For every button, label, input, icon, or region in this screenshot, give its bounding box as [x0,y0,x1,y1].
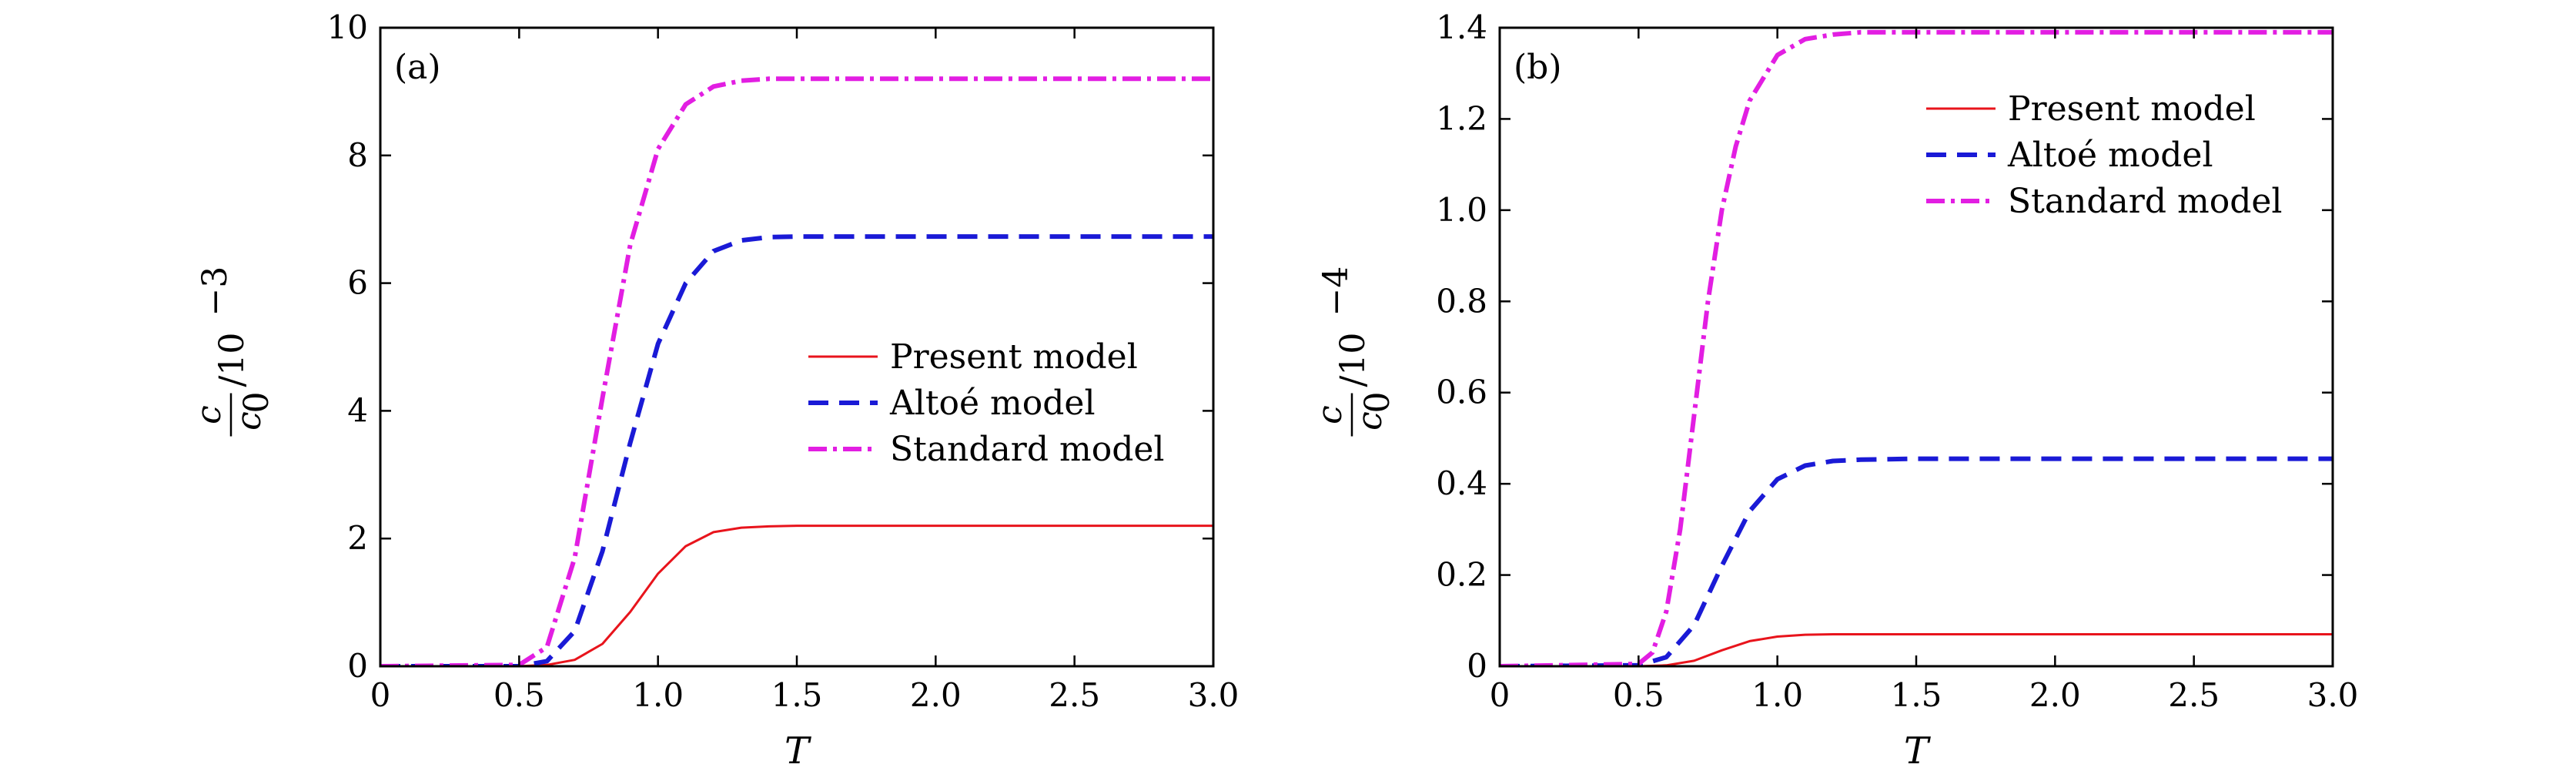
panel-label: (b) [1514,48,1562,87]
x-tick-label: 1.5 [1891,676,1942,714]
x-tick-label: 2.5 [2168,676,2220,714]
series-line-alto-model [380,234,1213,666]
y-tick-label: 0 [1467,647,1487,685]
x-axis-title: T [785,729,811,773]
y-axis-title-scale: /10 [212,333,252,387]
y-axis-title-numerator: c [189,405,229,424]
y-axis-title-exponent: −3 [196,266,235,317]
y-tick-label: 10 [327,8,368,46]
y-axis-title-denominator-subscript: 0 [237,392,276,414]
y-tick-label: 0.4 [1436,464,1487,502]
x-tick-label: 2.0 [910,676,962,714]
x-tick-label: 0 [1490,676,1510,714]
x-tick-label: 0.5 [493,676,545,714]
x-tick-label: 3.0 [2307,676,2359,714]
y-axis-title-exponent: −4 [1316,266,1356,317]
legend-entry-label: Standard model [2008,182,2282,221]
legend-entry-label: Standard model [890,430,1164,469]
y-axis-title-denominator-subscript: 0 [1358,392,1397,414]
x-tick-label: 1.5 [771,676,823,714]
y-tick-label: 8 [347,136,368,174]
y-axis-title: c c0/10 −4 [1310,266,1397,437]
y-axis-title-denominator: c [229,411,269,431]
legend-entry-label: Present model [2008,89,2256,129]
panel-label: (a) [394,48,441,87]
x-tick-label: 3.0 [1188,676,1239,714]
y-tick-label: 1.0 [1436,191,1487,229]
x-tick-label: 1.0 [632,676,684,714]
y-axis-title-scale: /10 [1333,333,1373,387]
x-tick-label: 0.5 [1613,676,1664,714]
y-axis-title-numerator: c [1310,405,1350,424]
y-tick-label: 0.6 [1436,374,1487,411]
panel-b: 0 0.5 1.0 1.5 2.0 2.5 3.0 0 0.2 0.4 0.6 0.8 1.0 1.2 1.… [1310,8,2358,773]
series-line-standard-model [1500,29,2333,666]
x-tick-label: 0 [370,676,391,714]
series-line-standard-model [380,76,1213,666]
y-tick-label: 0.8 [1436,282,1487,320]
x-tick-label: 2.0 [2029,676,2081,714]
legend-entry-label: Altoé model [2007,136,2213,175]
legend-entry-label: Present model [890,337,1138,377]
series-line-present-model [1500,633,2333,666]
x-tick-label: 1.0 [1751,676,1803,714]
y-tick-label: 2 [347,519,368,557]
y-tick-label: 4 [347,391,368,429]
y-tick-label: 1.2 [1436,99,1487,137]
y-axis-title: c c0/10 −3 [189,266,276,437]
x-axis-title: T [1904,729,1931,773]
y-tick-label: 1.4 [1436,8,1487,46]
y-tick-label: 0 [347,647,368,685]
series-line-present-model [380,525,1213,666]
y-axis-title-denominator: c [1350,411,1390,431]
x-tick-label: 2.5 [1049,676,1100,714]
legend-entry-label: Altoé model [889,384,1096,423]
y-tick-label: 6 [347,264,368,302]
y-tick-label: 0.2 [1436,556,1487,594]
